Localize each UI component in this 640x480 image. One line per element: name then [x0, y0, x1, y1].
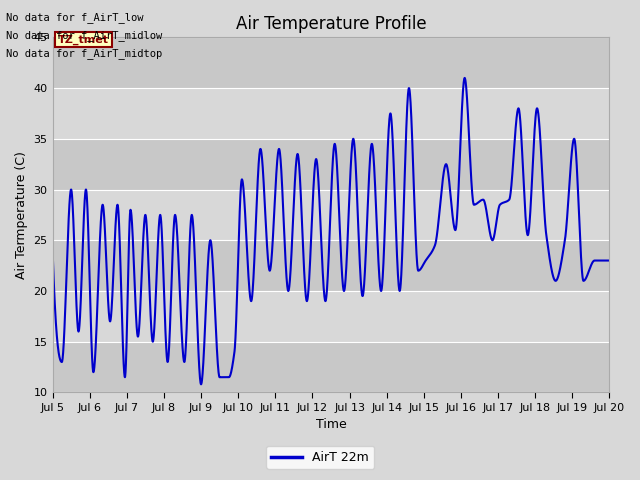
Bar — [52, 240, 609, 291]
Text: TZ_tmet: TZ_tmet — [58, 35, 109, 45]
Bar — [52, 342, 609, 393]
Bar — [52, 37, 609, 88]
Y-axis label: Air Termperature (C): Air Termperature (C) — [15, 151, 28, 279]
Bar — [52, 139, 609, 190]
X-axis label: Time: Time — [316, 419, 346, 432]
Legend: AirT 22m: AirT 22m — [266, 446, 374, 469]
Text: No data for f_AirT_midtop: No data for f_AirT_midtop — [6, 48, 163, 60]
Title: Air Temperature Profile: Air Temperature Profile — [236, 15, 426, 33]
Text: No data for f_AirT_midlow: No data for f_AirT_midlow — [6, 30, 163, 41]
Text: No data for f_AirT_low: No data for f_AirT_low — [6, 12, 144, 23]
